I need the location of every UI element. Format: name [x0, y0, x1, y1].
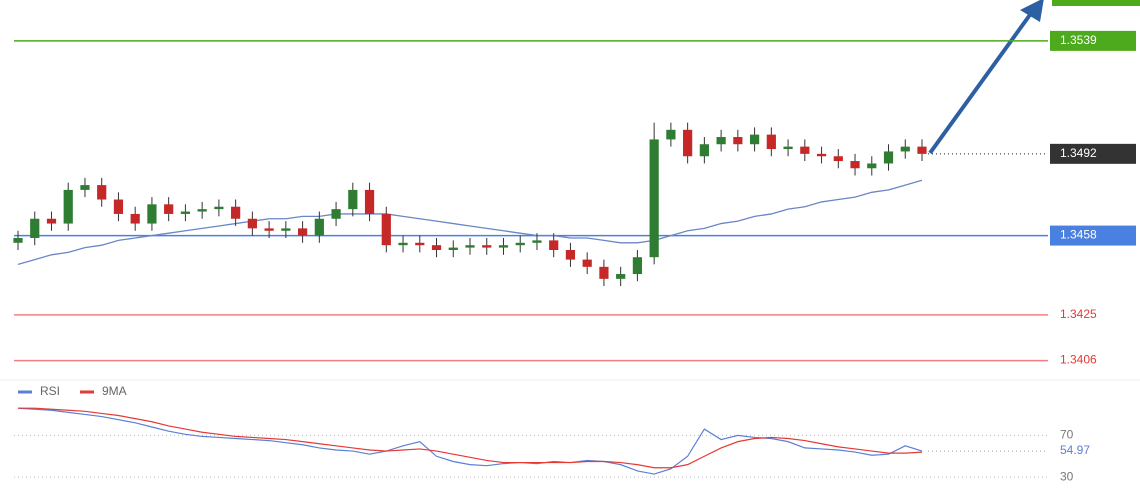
level-label: 1.3458	[1060, 228, 1097, 242]
trend-arrow	[928, 10, 1034, 155]
candle-body	[381, 213, 391, 246]
candle-body	[30, 218, 40, 238]
candle-body	[532, 240, 542, 243]
candle-body	[666, 129, 676, 140]
candle-body	[816, 153, 827, 157]
candle-body	[364, 189, 375, 214]
candle-body	[867, 163, 877, 169]
indicator-line	[18, 407, 923, 469]
candle-body	[398, 242, 408, 246]
candle-body	[46, 218, 57, 224]
candle-body	[616, 274, 626, 279]
candle-body	[113, 199, 124, 214]
current-value-label: 54.97	[1060, 443, 1090, 457]
candle-body	[917, 146, 927, 154]
candle-body	[331, 209, 341, 219]
candle-body	[498, 245, 509, 248]
legend-label: RSI	[40, 384, 60, 398]
level-label-box	[1050, 30, 1136, 51]
candle-body	[431, 245, 442, 250]
candle-body	[80, 185, 90, 190]
level-label-box	[1050, 225, 1136, 246]
candle-body	[314, 218, 324, 236]
candle-body	[164, 204, 174, 214]
y-tick-label: 70	[1060, 428, 1074, 442]
candle-body	[699, 144, 709, 157]
candle-body	[716, 137, 726, 145]
level-label-box	[1050, 143, 1136, 164]
level-label: 1.3539	[1060, 33, 1097, 47]
arrow-head	[1020, 0, 1044, 22]
level-label: 1.3425	[1060, 307, 1097, 321]
candle-body	[281, 228, 291, 231]
moving-average	[17, 179, 923, 266]
candle-body	[297, 228, 308, 236]
candle-body	[749, 134, 760, 145]
candle-body	[599, 266, 609, 279]
candle-body	[565, 250, 576, 260]
candle-body	[147, 204, 157, 224]
candle-body	[448, 247, 458, 250]
candle-body	[348, 189, 358, 210]
candle-body	[733, 137, 743, 145]
candle-body	[883, 151, 894, 164]
candle-body	[800, 146, 810, 154]
candle-body	[783, 146, 793, 150]
target-box	[1052, 0, 1140, 6]
candle-body	[766, 134, 776, 150]
candle-body	[180, 211, 191, 214]
legend-label: 9MA	[102, 384, 127, 398]
candle-body	[130, 213, 140, 224]
candle-body	[632, 257, 643, 275]
candle-body	[900, 146, 910, 152]
indicator-line	[17, 407, 923, 475]
candle-body	[197, 209, 207, 212]
candle-body	[582, 259, 592, 267]
candle-body	[231, 206, 241, 219]
candle-body	[465, 245, 475, 248]
candle-body	[97, 185, 107, 200]
candle-body	[515, 242, 525, 246]
candle-body	[214, 206, 224, 210]
candle-body	[850, 161, 860, 169]
candle-body	[63, 189, 73, 224]
candle-body	[264, 228, 274, 231]
candle-body	[482, 245, 492, 248]
candle-body	[415, 242, 425, 246]
candle-body	[549, 240, 559, 250]
level-label: 1.3406	[1060, 353, 1097, 367]
candle-body	[683, 129, 693, 157]
candle-body	[13, 237, 23, 243]
candle-body	[649, 139, 659, 258]
candle-body	[247, 218, 257, 229]
y-tick-label: 30	[1060, 469, 1074, 483]
level-label: 1.3492	[1060, 146, 1097, 160]
candle-body	[833, 156, 843, 162]
